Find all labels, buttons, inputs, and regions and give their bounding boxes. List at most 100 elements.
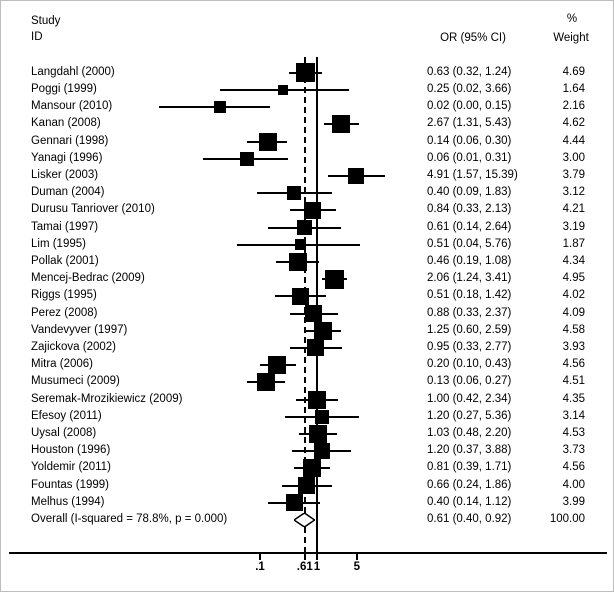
x-axis xyxy=(9,552,607,554)
or-ci-value: 1.20 (0.37, 3.88) xyxy=(427,444,512,457)
or-point-marker xyxy=(240,151,255,166)
weight-value: 4.62 xyxy=(562,117,585,130)
weight-value: 3.19 xyxy=(562,220,585,233)
or-point-marker xyxy=(305,305,323,322)
or-point-marker xyxy=(214,101,227,114)
study-label: Mencej-Bedrac (2009) xyxy=(31,272,145,285)
study-label: Duman (2004) xyxy=(31,186,105,199)
or-ci-value: 4.91 (1.57, 15.39) xyxy=(427,168,518,181)
study-label: Pollak (2001) xyxy=(31,254,99,267)
overall-diamond xyxy=(292,511,317,528)
or-point-marker xyxy=(288,252,307,271)
weight-value: 4.00 xyxy=(562,478,585,491)
weight-value: 3.99 xyxy=(562,495,585,508)
or-point-marker xyxy=(259,132,278,151)
study-label: Kanan (2008) xyxy=(31,117,101,130)
study-label: Mitra (2006) xyxy=(31,358,93,371)
or-ci-value: 2.06 (1.24, 3.41) xyxy=(427,272,512,285)
study-label: Gennari (1998) xyxy=(31,134,109,147)
or-point-marker xyxy=(277,84,288,95)
or-point-marker xyxy=(308,424,327,443)
or-point-marker xyxy=(308,390,326,409)
or-point-marker xyxy=(325,269,345,289)
weight-value: 1.87 xyxy=(562,237,585,250)
study-label: Lim (1995) xyxy=(31,237,86,250)
study-label: Lisker (2003) xyxy=(31,168,99,181)
or-point-marker xyxy=(314,409,329,424)
or-point-marker xyxy=(291,287,309,305)
study-label: Perez (2008) xyxy=(31,306,98,319)
weight-value: 4.69 xyxy=(562,65,585,78)
weight-value: 4.53 xyxy=(562,426,585,439)
or-ci-value: 0.88 (0.33, 2.37) xyxy=(427,306,512,319)
weight-value: 3.93 xyxy=(562,340,585,353)
weight-value: 4.09 xyxy=(562,306,585,319)
weight-value: 4.56 xyxy=(562,461,585,474)
or-point-marker xyxy=(298,477,316,494)
study-label: Durusu Tanriover (2010) xyxy=(31,203,155,216)
study-label: Uysal (2008) xyxy=(31,426,97,439)
or-ci-value: 0.51 (0.18, 1.42) xyxy=(427,289,512,302)
or-point-marker xyxy=(294,239,306,251)
study-label: Tamai (1997) xyxy=(31,220,99,233)
study-label: Houston (1996) xyxy=(31,444,111,457)
study-label: Melhus (1994) xyxy=(31,495,105,508)
study-label: Zajickova (2002) xyxy=(31,340,117,353)
weight-value: 2.16 xyxy=(562,100,585,113)
or-ci-value: 0.63 (0.32, 1.24) xyxy=(427,65,512,78)
study-label: Musumeci (2009) xyxy=(31,375,120,388)
weight-value: 3.00 xyxy=(562,151,585,164)
overall-weight-value: 100.00 xyxy=(549,512,585,525)
or-point-marker xyxy=(257,373,276,392)
weight-value: 3.14 xyxy=(562,409,585,422)
column-header-weight: Weight xyxy=(553,32,589,44)
study-label: Yanagi (1996) xyxy=(31,151,103,164)
or-ci-value: 0.95 (0.33, 2.77) xyxy=(427,340,512,353)
or-ci-value: 0.02 (0.00, 0.15) xyxy=(427,100,512,113)
or-point-marker xyxy=(332,115,351,134)
or-ci-value: 0.51 (0.04, 5.76) xyxy=(427,237,512,250)
or-ci-value: 0.06 (0.01, 0.31) xyxy=(427,151,512,164)
weight-value: 4.35 xyxy=(562,392,585,405)
or-ci-value: 0.61 (0.14, 2.64) xyxy=(427,220,512,233)
weight-value: 3.79 xyxy=(562,168,585,181)
column-header-percent: % xyxy=(566,13,578,25)
column-header-study: Study xyxy=(31,15,61,27)
or-ci-value: 1.00 (0.42, 2.34) xyxy=(427,392,512,405)
or-point-marker xyxy=(285,494,303,512)
x-axis-tick xyxy=(303,553,306,560)
study-label: Yoldemir (2011) xyxy=(31,461,111,474)
or-point-marker xyxy=(348,167,365,184)
or-ci-value: 1.25 (0.60, 2.59) xyxy=(427,323,512,336)
or-point-marker xyxy=(297,220,313,235)
weight-value: 4.58 xyxy=(562,323,585,336)
or-point-marker xyxy=(313,321,332,340)
overall-label: Overall (I-squared = 78.8%, p = 0.000) xyxy=(31,512,228,525)
study-label: Riggs (1995) xyxy=(31,289,97,302)
weight-value: 4.44 xyxy=(562,134,585,147)
x-axis-tick xyxy=(355,553,358,560)
or-ci-value: 0.84 (0.33, 2.13) xyxy=(427,203,512,216)
study-label: Fountas (1999) xyxy=(31,478,109,491)
or-point-marker xyxy=(304,201,322,219)
or-point-marker xyxy=(287,186,302,201)
or-ci-value: 0.40 (0.14, 1.12) xyxy=(427,495,512,508)
x-axis-tick-label: .1 xyxy=(255,561,265,573)
or-ci-value: 0.40 (0.09, 1.83) xyxy=(427,186,512,199)
weight-value: 1.64 xyxy=(562,82,585,95)
x-axis-tick-label: 1 xyxy=(313,561,321,573)
weight-value: 4.56 xyxy=(562,358,585,371)
study-label: Seremak-Mrozikiewicz (2009) xyxy=(31,392,183,405)
weight-value: 4.95 xyxy=(562,272,585,285)
or-point-marker xyxy=(296,63,316,83)
or-ci-value: 0.20 (0.10, 0.43) xyxy=(427,358,512,371)
column-header-id: ID xyxy=(31,31,43,43)
x-axis-tick-label: .61 xyxy=(296,561,313,573)
x-axis-tick xyxy=(316,553,318,560)
or-ci-value: 0.46 (0.19, 1.08) xyxy=(427,254,512,267)
weight-value: 4.02 xyxy=(562,289,585,302)
or-ci-value: 0.81 (0.39, 1.71) xyxy=(427,461,512,474)
or-ci-value: 0.14 (0.06, 0.30) xyxy=(427,134,512,147)
or-ci-value: 0.13 (0.06, 0.27) xyxy=(427,375,512,388)
